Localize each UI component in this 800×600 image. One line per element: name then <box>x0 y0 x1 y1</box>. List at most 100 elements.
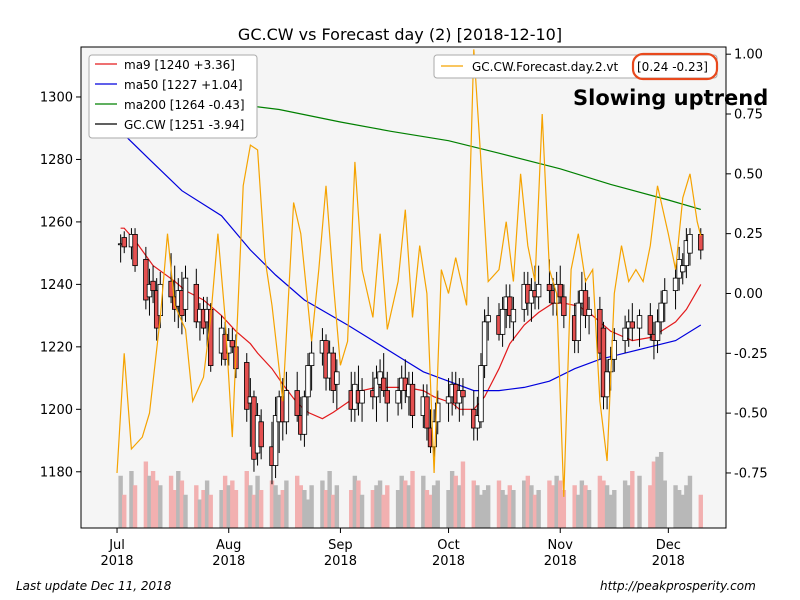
volume-bar <box>547 480 552 528</box>
candle-body <box>629 321 636 329</box>
candle-body <box>395 390 401 404</box>
candle-body <box>481 321 488 366</box>
candle-body <box>334 371 340 385</box>
volume-bar <box>183 494 188 528</box>
y-tick-label: 1240 <box>40 278 73 293</box>
x-tick-label-month: Sep <box>328 538 353 553</box>
source-url: http://peakprosperity.com <box>600 579 756 593</box>
volume-bar <box>558 480 563 528</box>
candle-body <box>546 283 553 292</box>
volume-bar <box>435 480 440 528</box>
candle-body <box>687 234 693 254</box>
volume-bar <box>244 471 249 528</box>
y2-tick-label: 1.00 <box>734 48 763 63</box>
candle-body <box>258 421 264 448</box>
volume-bar <box>550 485 556 528</box>
volume-bar <box>684 485 689 528</box>
candle-body <box>121 237 127 248</box>
y2-tick-label: 0.00 <box>734 287 763 302</box>
candle-body <box>294 390 300 416</box>
candle-body <box>636 315 643 329</box>
volume-bar <box>453 475 458 528</box>
volume-bar <box>269 480 275 528</box>
candle-body <box>445 396 452 404</box>
volume-bar <box>352 475 358 528</box>
volume-bar <box>655 456 660 528</box>
volume-bar <box>320 480 325 528</box>
x-tick-label-month: Aug <box>216 538 241 553</box>
x-tick-label-month: Nov <box>548 538 574 553</box>
candle-body <box>499 308 506 335</box>
volume-bar <box>687 475 693 528</box>
y2-tick-label: 0.25 <box>734 227 763 242</box>
volume-bar <box>536 490 541 528</box>
volume-bar <box>230 480 235 528</box>
x-tick-label-month: Oct <box>437 538 459 553</box>
volume-bar <box>298 485 304 528</box>
chart-title: GC.CW vs Forecast day (2) [2018-12-10] <box>238 25 562 44</box>
volume-bar <box>334 485 340 528</box>
y-tick-label: 1260 <box>40 215 73 230</box>
legend-ma200-label: ma200 [1264 -0.43] <box>124 98 245 112</box>
candle-body <box>604 371 610 398</box>
candle-body <box>283 390 290 423</box>
volume-bar <box>374 485 379 528</box>
candle-body <box>150 280 156 292</box>
volume-bar <box>626 485 631 528</box>
volume-bar <box>554 475 559 528</box>
candle-body <box>244 362 250 410</box>
candle-body <box>654 321 661 341</box>
volume-bar <box>424 490 430 528</box>
volume-bar <box>302 490 307 528</box>
candle-body <box>143 258 149 301</box>
candle-body <box>622 327 628 341</box>
volume-bar <box>395 490 401 528</box>
candle-body <box>600 327 607 398</box>
candle-body <box>680 265 686 273</box>
volume-bar <box>529 485 534 528</box>
volume-bar <box>673 485 678 528</box>
volume-bar <box>532 494 538 528</box>
volume-bar <box>601 480 606 528</box>
volume-bars <box>118 452 703 528</box>
volume-bar <box>222 475 228 528</box>
candle-body <box>672 277 679 292</box>
legend-ma50-label: ma50 [1227 +1.04] <box>124 78 243 92</box>
plot-frame <box>80 46 727 529</box>
x-tick-label-year: 2018 <box>432 554 465 569</box>
candle-body <box>384 390 390 404</box>
price-candles <box>117 228 704 485</box>
volume-bar <box>630 471 635 528</box>
candle-body <box>478 365 484 423</box>
volume-bar <box>309 485 314 528</box>
volume-bar <box>431 485 437 528</box>
volume-bar <box>428 494 433 528</box>
volume-bar <box>280 490 285 528</box>
volume-bar <box>658 452 664 528</box>
candle-body <box>557 283 563 298</box>
volume-bar <box>648 485 653 528</box>
volume-bar <box>482 490 487 528</box>
candle-body <box>229 340 236 348</box>
candle-body <box>301 396 308 435</box>
volume-bar <box>233 490 239 528</box>
candle-body <box>132 234 138 267</box>
volume-bar <box>604 485 610 528</box>
volume-bar <box>370 490 376 528</box>
y-tick-label: 1200 <box>40 403 73 418</box>
volume-bar <box>676 490 682 528</box>
candle-body <box>535 283 542 298</box>
volume-bar <box>176 471 181 528</box>
volume-bar <box>597 475 603 528</box>
volume-bar <box>460 461 466 528</box>
volume-bar <box>525 475 531 528</box>
volume-bar <box>179 480 185 528</box>
legend-forecast-label: GC.CW.Forecast.day.2.vt <box>472 60 618 74</box>
volume-bar <box>421 475 426 528</box>
volume-bar <box>255 475 260 528</box>
volume-bar <box>377 480 383 528</box>
volume-bar <box>327 471 332 528</box>
x-tick-label-year: 2018 <box>544 554 577 569</box>
candle-body <box>435 402 441 423</box>
volume-bar <box>359 494 365 528</box>
